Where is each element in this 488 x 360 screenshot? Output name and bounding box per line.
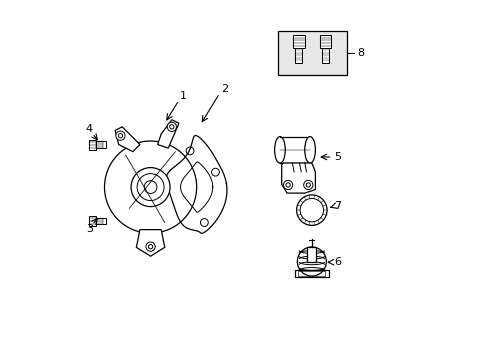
Circle shape: [303, 180, 312, 190]
Circle shape: [200, 219, 208, 226]
Polygon shape: [281, 163, 315, 193]
Bar: [96, 141, 105, 148]
Circle shape: [174, 200, 182, 208]
Circle shape: [116, 131, 125, 140]
Polygon shape: [136, 230, 164, 256]
Circle shape: [145, 242, 155, 251]
Circle shape: [169, 125, 174, 129]
Bar: [298, 271, 325, 276]
Circle shape: [118, 134, 122, 138]
Text: 4: 4: [85, 124, 93, 134]
Bar: [293, 35, 304, 48]
Bar: [295, 48, 302, 63]
Polygon shape: [157, 120, 179, 148]
Circle shape: [211, 168, 219, 176]
Bar: [96, 217, 105, 224]
Text: 1: 1: [180, 91, 186, 101]
Text: 2: 2: [220, 84, 227, 94]
Bar: [321, 48, 328, 63]
Bar: [278, 31, 346, 76]
Circle shape: [131, 168, 170, 207]
Circle shape: [104, 141, 196, 233]
Bar: [306, 247, 316, 261]
Bar: [294, 270, 328, 277]
Text: 5: 5: [333, 152, 340, 162]
Circle shape: [167, 122, 176, 131]
Text: 8: 8: [356, 49, 364, 58]
Circle shape: [148, 244, 152, 249]
Circle shape: [137, 174, 163, 201]
Ellipse shape: [304, 136, 315, 163]
Text: 7: 7: [334, 201, 341, 211]
Circle shape: [283, 180, 292, 190]
Bar: [88, 216, 96, 226]
Text: 3: 3: [85, 224, 93, 234]
Circle shape: [300, 198, 323, 222]
Circle shape: [285, 183, 290, 187]
Circle shape: [186, 147, 194, 155]
Polygon shape: [115, 127, 140, 152]
Bar: [319, 35, 330, 48]
Text: 6: 6: [333, 257, 340, 267]
Circle shape: [296, 195, 326, 225]
Circle shape: [144, 181, 157, 193]
Ellipse shape: [274, 136, 285, 163]
Circle shape: [305, 183, 310, 187]
Bar: [88, 140, 96, 149]
